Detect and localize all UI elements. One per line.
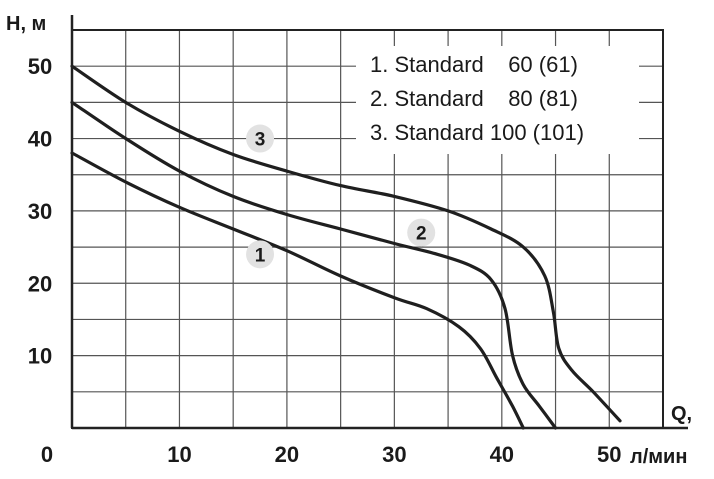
- legend: 1. Standard 60 (61) 2. Standard 80 (81) 3.…: [356, 46, 639, 154]
- x-tick-label: 30: [382, 442, 406, 467]
- x-tick-label: 50: [597, 442, 621, 467]
- y-axis-title: H, м: [6, 13, 46, 35]
- curve-3: [70, 64, 622, 423]
- curves: [70, 64, 622, 430]
- curve-label-3: 3: [255, 130, 266, 151]
- x-axis-unit: л/мин: [630, 446, 687, 468]
- y-tick-label: 40: [28, 127, 52, 152]
- curve-2: [70, 100, 558, 430]
- curve-label-1: 1: [255, 245, 266, 266]
- legend-background: [356, 46, 639, 154]
- axes: 0 10 20 30 40 50 10 20 30 40 50: [28, 15, 688, 467]
- curve-label-2: 2: [416, 224, 427, 245]
- legend-entry: 3. Standard 100 (101): [370, 120, 584, 145]
- x-tick-label: 10: [167, 442, 191, 467]
- legend-entry: 2. Standard 80 (81): [370, 86, 578, 111]
- y-tick-label: 30: [28, 199, 52, 224]
- curve-label-badge: [407, 218, 436, 247]
- x-tick-label: 0: [41, 442, 53, 467]
- x-tick-label: 20: [275, 442, 299, 467]
- y-tick-label: 50: [28, 54, 52, 79]
- curve-1: [70, 151, 525, 430]
- x-axis-title: Q,: [671, 403, 692, 425]
- curve-labels: 1 2 3: [246, 124, 436, 269]
- y-tick-label: 20: [28, 271, 52, 296]
- curve-label-badge: [246, 240, 275, 269]
- curve-label-badge: [246, 124, 275, 153]
- y-tick-label: 10: [28, 344, 52, 369]
- legend-entry: 1. Standard 60 (61): [370, 52, 578, 77]
- x-tick-label: 40: [490, 442, 514, 467]
